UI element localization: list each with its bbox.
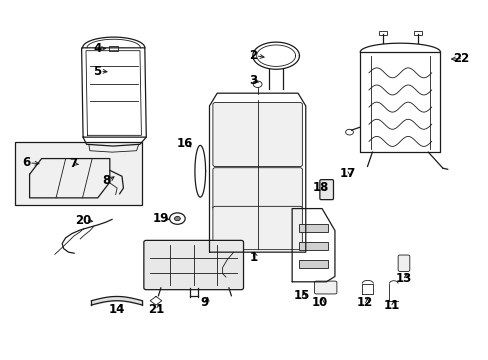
FancyBboxPatch shape (319, 180, 333, 200)
Bar (109, 46, 118, 51)
Circle shape (174, 216, 180, 221)
FancyBboxPatch shape (143, 240, 243, 290)
Text: 22: 22 (452, 52, 468, 65)
Text: 10: 10 (311, 296, 327, 309)
Text: 15: 15 (293, 288, 309, 302)
Text: 13: 13 (395, 272, 411, 285)
Bar (413, 31, 421, 35)
Text: 3: 3 (249, 74, 257, 87)
Text: 2: 2 (249, 49, 257, 62)
Text: 4: 4 (93, 42, 102, 55)
Text: 9: 9 (200, 296, 208, 309)
Bar (299, 260, 327, 267)
FancyBboxPatch shape (212, 168, 302, 210)
Circle shape (253, 81, 262, 87)
Text: 12: 12 (356, 296, 372, 309)
Text: 1: 1 (249, 251, 257, 264)
Text: 17: 17 (339, 167, 355, 180)
Bar (378, 31, 386, 35)
Text: 21: 21 (147, 303, 164, 316)
Text: 7: 7 (69, 157, 77, 170)
FancyBboxPatch shape (212, 103, 302, 167)
FancyBboxPatch shape (397, 255, 409, 271)
Text: 18: 18 (312, 181, 329, 194)
Text: 20: 20 (75, 213, 91, 226)
FancyBboxPatch shape (212, 206, 302, 249)
Text: 6: 6 (22, 156, 31, 169)
Text: 11: 11 (383, 299, 399, 312)
Bar (15, 143, 142, 205)
Circle shape (345, 129, 353, 135)
FancyBboxPatch shape (314, 281, 336, 294)
Bar (299, 224, 327, 232)
Bar (299, 242, 327, 249)
Text: 19: 19 (152, 212, 169, 225)
Text: 14: 14 (109, 303, 125, 316)
Circle shape (169, 213, 185, 224)
Text: 5: 5 (93, 64, 102, 77)
Text: 16: 16 (177, 137, 193, 150)
Text: 8: 8 (102, 174, 110, 187)
